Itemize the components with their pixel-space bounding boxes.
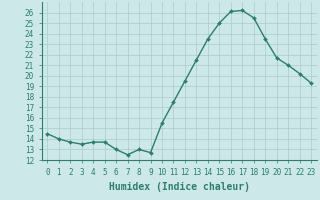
X-axis label: Humidex (Indice chaleur): Humidex (Indice chaleur) — [109, 182, 250, 192]
